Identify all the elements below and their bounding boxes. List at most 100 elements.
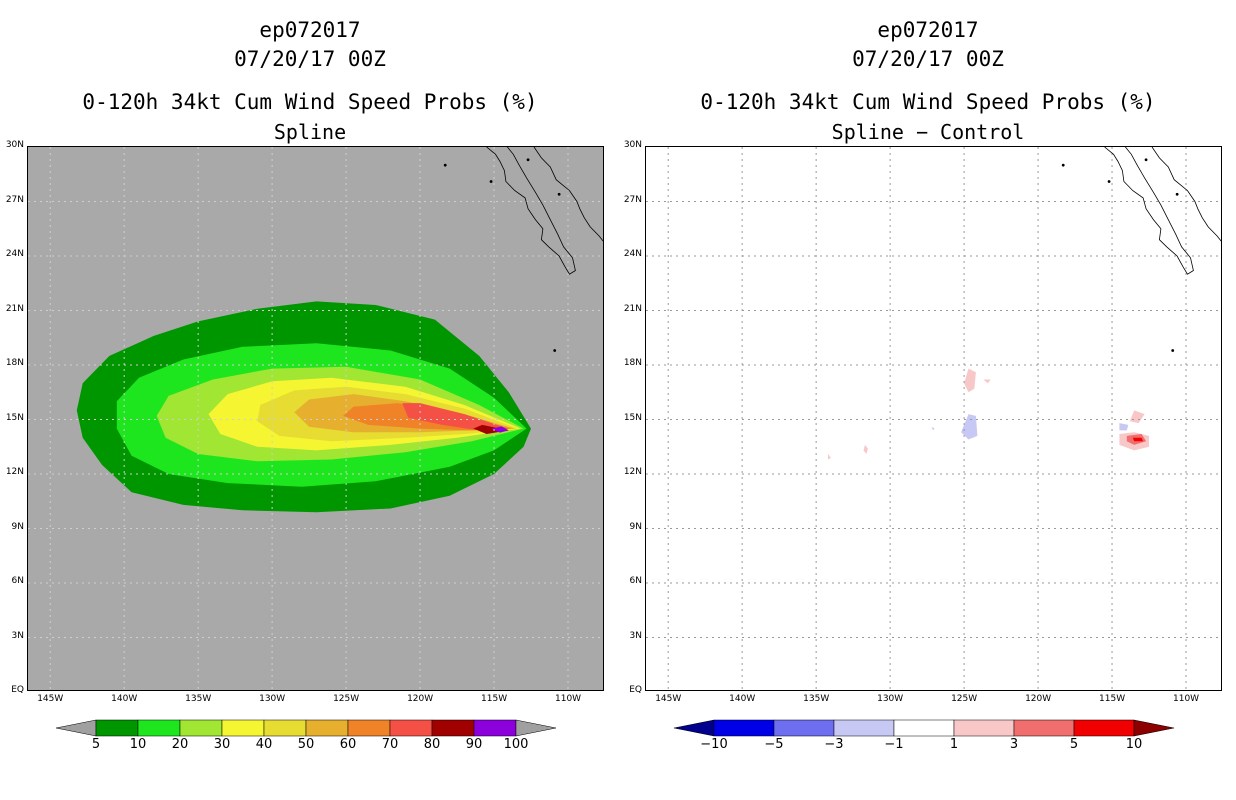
lat-tick-label: 30N: [623, 140, 642, 150]
diff-feature-1: [983, 379, 991, 384]
lon-tick-label: 130W: [877, 694, 904, 704]
colorbar-tick-label: 10: [129, 737, 147, 752]
diff-feature-4: [863, 444, 868, 454]
colorbar-tick-label: 3: [1009, 737, 1019, 752]
left-storm-id: ep072017: [259, 18, 361, 42]
lon-tick-label: 135W: [185, 694, 212, 704]
right-date: 07/20/17 00Z: [852, 47, 1004, 71]
left-colorbar: [56, 719, 556, 737]
island: [1061, 163, 1065, 167]
lon-tick-label: 110W: [1173, 694, 1200, 704]
lat-tick-label: 12N: [623, 467, 642, 477]
colorbar-swatch: [179, 719, 223, 737]
lat-tick-label: EQ: [11, 685, 24, 695]
right-map-svg: [646, 147, 1221, 690]
coastline-baja: [1104, 147, 1194, 275]
colorbar-low-triangle: [56, 719, 97, 737]
colorbar-swatch: [953, 719, 1015, 737]
colorbar-tick-label: 50: [297, 737, 315, 752]
lat-tick-label: 24N: [5, 249, 24, 259]
island: [1107, 180, 1111, 183]
prob-contour-90: [491, 426, 509, 433]
prob-contour-70: [402, 403, 509, 431]
diff-feature-5: [828, 454, 831, 460]
colorbar-tick-label: 60: [339, 737, 357, 752]
colorbar-swatch: [305, 719, 349, 737]
lon-tick-label: 120W: [407, 694, 434, 704]
colorbar-swatch: [431, 719, 475, 737]
colorbar-swatch: [389, 719, 433, 737]
lon-tick-label: 145W: [37, 694, 64, 704]
lat-tick-label: 3N: [11, 630, 24, 641]
lat-tick-label: 12N: [5, 467, 24, 477]
right-colorbar: [674, 719, 1174, 737]
colorbar-high-triangle: [515, 719, 556, 737]
lon-tick-label: 115W: [1099, 694, 1126, 704]
island: [1144, 158, 1148, 162]
island: [489, 180, 493, 183]
lat-tick-label: 27N: [623, 194, 642, 205]
lat-tick-label: 3N: [629, 630, 642, 641]
colorbar-tick-label: 10: [1125, 737, 1143, 752]
diff-feature-7: [1119, 423, 1129, 431]
lon-tick-label: 125W: [951, 694, 978, 704]
colorbar-tick-label: −5: [764, 737, 784, 752]
lat-tick-label: 21N: [5, 303, 24, 314]
lat-tick-label: 21N: [623, 303, 642, 314]
lon-tick-label: 125W: [333, 694, 360, 704]
colorbar-high-triangle: [1133, 719, 1174, 737]
coastline-mainland: [533, 147, 603, 242]
colorbar-swatch: [473, 719, 517, 737]
lat-tick-label: 6N: [629, 576, 642, 586]
colorbar-swatch: [137, 719, 181, 737]
lon-tick-label: 135W: [803, 694, 830, 704]
lat-tick-label: 6N: [11, 576, 24, 586]
diff-feature-0: [964, 368, 976, 393]
colorbar-tick-label: 5: [1069, 737, 1079, 752]
island: [1175, 192, 1179, 196]
colorbar-swatch: [1073, 719, 1135, 737]
diff-feature-10: [1132, 437, 1144, 442]
right-product-title: 0-120h 34kt Cum Wind Speed Probs (%): [700, 90, 1156, 114]
colorbar-tick-label: 70: [381, 737, 399, 752]
colorbar-tick-label: 20: [171, 737, 189, 752]
colorbar-swatch: [95, 719, 139, 737]
colorbar-low-triangle: [674, 719, 715, 737]
lat-tick-label: 18N: [5, 358, 24, 368]
colorbar-tick-label: 80: [423, 737, 441, 752]
lon-tick-label: 140W: [729, 694, 756, 704]
colorbar-tick-label: −3: [824, 737, 844, 752]
lon-tick-label: 145W: [655, 694, 682, 704]
lat-tick-label: 18N: [623, 358, 642, 368]
colorbar-swatch: [833, 719, 895, 737]
colorbar-swatch: [713, 719, 775, 737]
lon-tick-label: 120W: [1025, 694, 1052, 704]
coastline-baja: [486, 147, 576, 275]
lat-tick-label: EQ: [629, 685, 642, 695]
diff-feature-3: [931, 426, 935, 431]
colorbar-tick-label: 30: [213, 737, 231, 752]
colorbar-tick-label: −1: [884, 737, 904, 752]
right-map-plot: [645, 146, 1222, 691]
island: [553, 349, 557, 352]
island: [443, 163, 447, 167]
left-map-plot: [27, 146, 604, 691]
lat-tick-label: 15N: [5, 412, 24, 423]
colorbar-tick-label: −10: [700, 737, 728, 752]
lon-tick-label: 140W: [111, 694, 138, 704]
island: [1171, 349, 1175, 352]
left-map-svg: [28, 147, 603, 690]
colorbar-swatch: [1013, 719, 1075, 737]
lat-tick-label: 9N: [629, 521, 642, 532]
right-subtitle: Spline − Control: [831, 120, 1025, 144]
lon-tick-label: 130W: [259, 694, 286, 704]
lat-tick-label: 27N: [5, 194, 24, 205]
left-product-title: 0-120h 34kt Cum Wind Speed Probs (%): [82, 90, 538, 114]
colorbar-tick-label: 5: [91, 737, 101, 752]
lat-tick-label: 9N: [11, 521, 24, 532]
island: [557, 192, 561, 196]
lon-tick-label: 115W: [481, 694, 508, 704]
colorbar-swatch: [263, 719, 307, 737]
lon-tick-label: 110W: [555, 694, 582, 704]
lat-tick-label: 30N: [5, 140, 24, 150]
